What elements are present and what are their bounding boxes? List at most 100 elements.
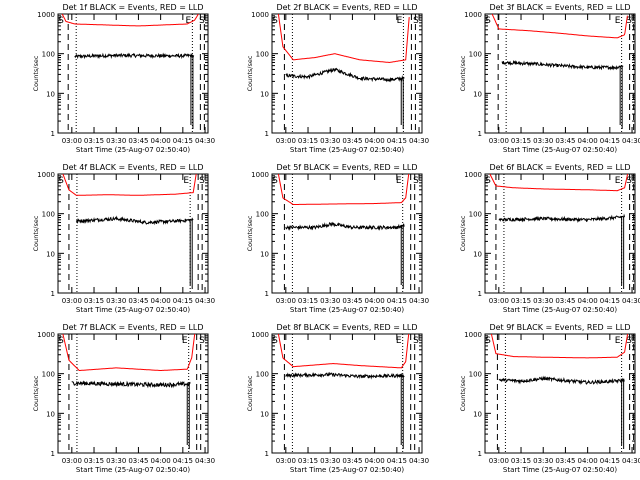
x-tick-label: 03:45: [342, 457, 362, 465]
x-tick-label: 03:00: [489, 457, 509, 465]
x-axis-label: Start Time (25-Aug-07 02:50:40): [290, 306, 404, 314]
y-tick-label: 10: [260, 410, 269, 418]
x-tick-label: 03:00: [62, 297, 82, 305]
x-tick-label: 03:30: [106, 297, 126, 305]
marker-letter: S: [199, 16, 205, 26]
marker-letter: S: [58, 16, 64, 26]
x-tick-label: 03:30: [106, 137, 126, 145]
y-tick-label: 100: [469, 51, 482, 59]
marker-letter: E: [396, 336, 402, 346]
chart-title: Det 4f BLACK = Events, RED = LLD: [62, 163, 203, 172]
x-tick-label: 03:30: [533, 137, 553, 145]
marker-letter: E: [186, 16, 192, 26]
x-axis-label: Start Time (25-Aug-07 02:50:40): [76, 306, 190, 314]
x-tick-label: 03:00: [276, 457, 296, 465]
marker-letter: E: [615, 176, 621, 186]
lld-series-line: [62, 174, 197, 196]
x-tick-label: 03:30: [320, 137, 340, 145]
x-tick-label: 04:00: [578, 137, 598, 145]
y-tick-label: 100: [42, 51, 55, 59]
x-tick-label: 03:15: [84, 457, 104, 465]
y-tick-label: 100: [42, 211, 55, 219]
x-tick-label: 03:15: [84, 297, 104, 305]
marker-letter: E: [615, 16, 621, 26]
x-tick-label: 03:45: [342, 137, 362, 145]
plot-frame: [57, 13, 209, 134]
events-series-line: [285, 371, 405, 380]
x-tick-label: 04:30: [195, 137, 215, 145]
chart-title: Det 2f BLACK = Events, RED = LLD: [276, 3, 417, 12]
y-axis-label: Counts/sec: [246, 215, 254, 251]
lld-series-line: [490, 334, 629, 359]
y-tick-label: 1000: [464, 171, 482, 179]
marker-letter: S: [58, 336, 64, 346]
x-tick-label: 03:15: [298, 137, 318, 145]
events-series-line: [74, 52, 195, 60]
y-tick-label: 1: [478, 290, 482, 298]
events-series-line: [501, 59, 624, 71]
x-tick-label: 03:00: [62, 137, 82, 145]
y-tick-label: 10: [260, 90, 269, 98]
x-tick-label: 03:45: [555, 457, 575, 465]
plot-frame: [57, 173, 209, 294]
lld-series-line: [277, 14, 410, 64]
plot-frame: [271, 333, 423, 454]
events-series-line: [498, 213, 626, 223]
chart-panel: Det 2f BLACK = Events, RED = LLD 1 10 100 10…: [246, 3, 429, 154]
y-tick-label: 10: [473, 410, 482, 418]
x-tick-label: 04:00: [365, 297, 385, 305]
x-tick-label: 04:00: [151, 297, 171, 305]
y-tick-label: 100: [256, 211, 269, 219]
x-tick-label: 03:00: [276, 297, 296, 305]
x-tick-label: 04:15: [173, 297, 193, 305]
x-tick-label: 04:30: [195, 457, 215, 465]
x-tick-label: 04:15: [173, 457, 193, 465]
x-tick-label: 04:15: [600, 297, 620, 305]
x-tick-label: 03:15: [298, 457, 318, 465]
x-tick-label: 04:00: [365, 457, 385, 465]
chart-title: Det 3f BLACK = Events, RED = LLD: [489, 3, 630, 12]
chart-panel: Det 5f BLACK = Events, RED = LLD 1 10 100 10…: [246, 163, 429, 314]
y-tick-label: 1: [265, 290, 269, 298]
y-tick-label: 10: [473, 90, 482, 98]
x-tick-label: 04:00: [578, 297, 598, 305]
x-tick-label: 04:15: [600, 457, 620, 465]
y-tick-label: 1: [51, 130, 55, 138]
chart-panel: Det 1f BLACK = Events, RED = LLD 1 10 100 10…: [32, 3, 215, 154]
y-tick-label: 1000: [251, 171, 269, 179]
lld-series-line: [277, 334, 410, 369]
x-tick-label: 03:00: [62, 457, 82, 465]
x-tick-label: 03:00: [489, 137, 509, 145]
y-tick-label: 100: [469, 371, 482, 379]
x-axis-label: Start Time (25-Aug-07 02:50:40): [503, 306, 617, 314]
x-tick-label: 03:45: [342, 297, 362, 305]
x-tick-label: 03:15: [84, 137, 104, 145]
chart-panel: Det 6f BLACK = Events, RED = LLD 1 10 100 10…: [459, 163, 640, 314]
marker-letter: S: [199, 176, 205, 186]
y-axis-label: Counts/sec: [32, 55, 40, 91]
y-tick-label: 1: [265, 130, 269, 138]
chart-title: Det 7f BLACK = Events, RED = LLD: [62, 323, 203, 332]
x-tick-label: 03:15: [511, 297, 531, 305]
y-tick-label: 1000: [251, 11, 269, 19]
x-tick-label: 03:00: [276, 137, 296, 145]
chart-panel: Det 9f BLACK = Events, RED = LLD 1 10 100 10…: [459, 323, 640, 474]
y-tick-label: 1000: [464, 331, 482, 339]
x-tick-label: 04:15: [173, 137, 193, 145]
x-tick-label: 04:30: [622, 137, 640, 145]
x-tick-label: 03:45: [555, 137, 575, 145]
y-tick-label: 1000: [251, 331, 269, 339]
x-tick-label: 04:30: [409, 137, 429, 145]
y-axis-label: Counts/sec: [32, 375, 40, 411]
marker-letter: S: [626, 176, 632, 186]
chart-panel: Det 3f BLACK = Events, RED = LLD 1 10 100 10…: [459, 3, 640, 154]
marker-letter: E: [183, 176, 189, 186]
events-series-line: [285, 221, 405, 231]
y-tick-label: 100: [256, 371, 269, 379]
lld-series-line: [277, 174, 410, 205]
marker-letter: E: [397, 16, 403, 26]
marker-letter: S: [272, 336, 278, 346]
marker-letter: S: [485, 176, 491, 186]
chart-title: Det 5f BLACK = Events, RED = LLD: [276, 163, 417, 172]
chart-panel: Det 7f BLACK = Events, RED = LLD 1 10 100 10…: [32, 323, 215, 474]
